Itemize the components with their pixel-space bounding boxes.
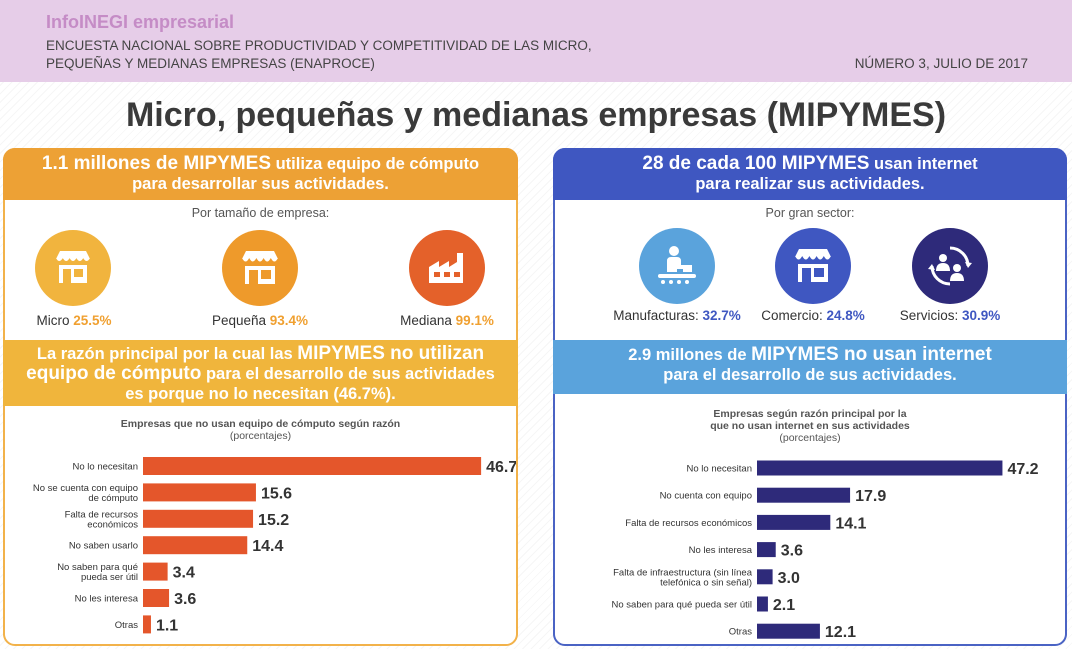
storefront-icon bbox=[775, 228, 851, 304]
page-title: Micro, pequeñas y medianas empresas (MIP… bbox=[125, 96, 947, 134]
people-cycle-icon bbox=[912, 228, 988, 304]
left-chart-bar bbox=[143, 536, 248, 555]
right-chart-bar bbox=[757, 542, 776, 558]
left-chart-category-label: Falta de recursos económicos bbox=[65, 509, 139, 530]
shop-icon bbox=[222, 230, 298, 306]
right-chart-value-label: 3.6 bbox=[781, 543, 803, 560]
manufacturas-label: Manufacturas: 32.7% bbox=[613, 308, 741, 323]
header-banner: InfoINEGI empresarial ENCUESTA NACIONAL … bbox=[0, 0, 1072, 82]
computer-usage-header: 1.1 millones de MIPYMES utiliza equipo d… bbox=[3, 148, 518, 200]
left-chart-value-label: 15.2 bbox=[258, 512, 289, 529]
computer-usage-highlight: 1.1 millones de MIPYMES bbox=[41, 153, 272, 174]
chart-right-title: Empresas según razón principal por la qu… bbox=[710, 408, 910, 444]
brand-name: InfoINEGI empresarial bbox=[46, 12, 235, 32]
right-chart-value-label: 2.1 bbox=[773, 597, 795, 614]
right-chart-value-label: 17.9 bbox=[855, 488, 886, 505]
issue-number: NÚMERO 3, JULIO DE 2017 bbox=[854, 56, 1028, 71]
left-chart-value-label: 15.6 bbox=[261, 485, 292, 502]
right-chart-value-label: 14.1 bbox=[835, 515, 866, 532]
left-chart-value-label: 46.7 bbox=[486, 459, 516, 476]
no-internet-header: 2.9 millones de MIPYMES no usan internet… bbox=[553, 340, 1067, 394]
computer-usage-panel: 1.1 millones de MIPYMES utiliza equipo d… bbox=[3, 148, 518, 646]
left-chart-bar bbox=[143, 562, 168, 581]
size-subtitle: Por tamaño de empresa: bbox=[191, 206, 330, 220]
no-computer-header: La razón principal por la cual las MIPYM… bbox=[3, 340, 518, 406]
left-chart-bar bbox=[143, 457, 482, 475]
survey-name: ENCUESTA NACIONAL SOBRE PRODUCTIVIDAD Y … bbox=[46, 37, 646, 73]
left-chart-bar bbox=[143, 615, 151, 634]
sector-subtitle: Por gran sector: bbox=[765, 206, 855, 220]
survey-line-1: ENCUESTA NACIONAL SOBRE PRODUCTIVIDAD Y … bbox=[46, 38, 592, 53]
left-chart-category-label: No saben usarlo bbox=[69, 541, 138, 552]
micro-label: Micro 25.5% bbox=[36, 313, 112, 328]
computer-usage-text: utiliza equipo de cómputo bbox=[271, 155, 480, 173]
right-chart-bar bbox=[757, 487, 851, 503]
computer-usage-text-2: para desarrollar sus actividades. bbox=[132, 175, 389, 193]
servicios-label: Servicios: 30.9% bbox=[899, 308, 1001, 323]
left-chart-category-label: No se cuenta con equipo de cómputo bbox=[33, 483, 138, 504]
no-computer-reasons-chart: No lo necesitan 46.7 No se cuenta con equi… bbox=[33, 457, 516, 634]
left-chart-value-label: 3.6 bbox=[174, 591, 196, 608]
left-chart-bar bbox=[143, 509, 254, 528]
survey-line-2: PEQUEÑAS Y MEDIANAS EMPRESAS (ENAPROCE) bbox=[46, 56, 375, 71]
right-chart-bar bbox=[757, 623, 820, 639]
right-chart-category-label: Falta de recursos económicos bbox=[625, 518, 752, 529]
mediana-label: Mediana 99.1% bbox=[400, 313, 494, 328]
right-chart-value-label: 12.1 bbox=[825, 624, 856, 641]
left-chart-value-label: 1.1 bbox=[156, 617, 178, 634]
right-chart-category-label: No lo necesitan bbox=[687, 464, 752, 475]
comercio-label: Comercio: 24.8% bbox=[761, 308, 865, 323]
right-chart-category-label: No les interesa bbox=[689, 545, 753, 556]
left-chart-category-label: Otras bbox=[115, 620, 138, 631]
right-chart-bar bbox=[757, 596, 768, 612]
right-chart-category-label: Otras bbox=[729, 627, 752, 638]
internet-usage-header: 28 de cada 100 MIPYMES usan internet par… bbox=[553, 148, 1067, 200]
left-chart-value-label: 3.4 bbox=[173, 565, 195, 582]
right-chart-bar bbox=[757, 460, 1003, 476]
left-chart-bar bbox=[143, 589, 170, 607]
left-chart-value-label: 14.4 bbox=[252, 538, 283, 555]
right-chart-category-label: No saben para qué pueda ser útil bbox=[612, 600, 753, 611]
conveyor-worker-icon bbox=[639, 228, 715, 304]
chart-left-title: Empresas que no usan equipo de cómputo s… bbox=[120, 418, 401, 442]
right-chart-value-label: 47.2 bbox=[1007, 461, 1038, 478]
no-internet-reasons-chart: No lo necesitan 47.2 No cuenta con equipo 1… bbox=[612, 460, 1039, 641]
pequena-label: Pequeña 93.4% bbox=[211, 313, 309, 328]
right-chart-value-label: 3.0 bbox=[778, 570, 800, 587]
left-chart-category-label: No les interesa bbox=[75, 594, 139, 605]
left-chart-category-label: No saben para qué pueda ser útil bbox=[57, 562, 138, 583]
left-chart-category-label: No lo necesitan bbox=[73, 462, 138, 473]
right-chart-category-label: Falta de infraestructura (sin línea telef… bbox=[613, 567, 753, 588]
left-chart-bar bbox=[143, 483, 256, 502]
right-chart-bar bbox=[757, 514, 831, 530]
right-chart-category-label: No cuenta con equipo bbox=[660, 491, 752, 502]
factory-icon bbox=[409, 230, 485, 306]
internet-usage-panel: 28 de cada 100 MIPYMES usan internet par… bbox=[553, 148, 1067, 646]
right-chart-bar bbox=[757, 569, 773, 585]
store-icon bbox=[35, 230, 111, 306]
